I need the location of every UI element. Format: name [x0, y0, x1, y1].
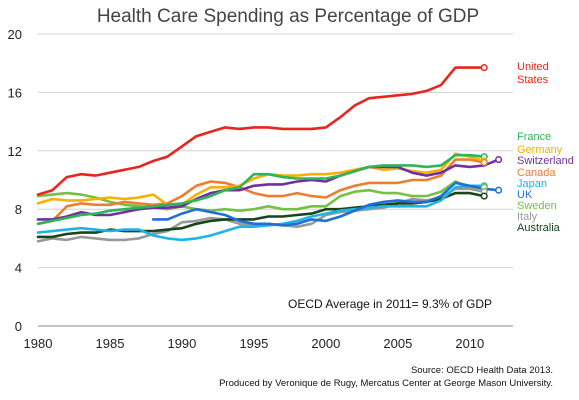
x-tick-1985: 1985 — [96, 336, 125, 351]
y-tick-12: 12 — [8, 144, 22, 159]
legend-label-japan: Japan — [517, 178, 547, 190]
legend-label-france: France — [517, 131, 551, 143]
end-marker-australia — [480, 192, 488, 200]
series-line-france — [36, 153, 486, 226]
legend-label-australia: Australia — [517, 222, 561, 234]
chart-title: Health Care Spending as Percentage of GD… — [97, 6, 479, 27]
x-tick-2005: 2005 — [383, 336, 412, 351]
series-line-japan — [36, 184, 486, 242]
y-tick-0: 0 — [15, 319, 22, 334]
x-tick-2010: 2010 — [455, 336, 484, 351]
x-tick-2000: 2000 — [311, 336, 340, 351]
end-marker-switzerland — [495, 156, 503, 164]
x-tick-1980: 1980 — [24, 336, 53, 351]
y-tick-16: 16 — [8, 85, 22, 100]
series-line-canada — [36, 158, 486, 226]
series-line-sweden — [36, 180, 486, 212]
end-marker-canada — [480, 158, 488, 167]
x-tick-1990: 1990 — [167, 336, 196, 351]
oecd-average-annotation: OECD Average in 2011= 9.3% of GDP — [288, 297, 492, 311]
x-axis-ticks: 1980 1985 1990 1995 2000 2005 2010 — [24, 336, 485, 351]
series-line-switzerland — [36, 158, 500, 221]
legend-label-sweden: Sweden — [517, 200, 557, 212]
series-line-uk — [151, 181, 500, 227]
legend-label-uk: UK — [517, 189, 533, 201]
y-axis-ticks: 0 4 8 12 16 20 — [8, 27, 22, 334]
legend-label-germany: Germany — [517, 144, 563, 156]
series-line-united-states — [36, 66, 486, 196]
series-end-markers — [480, 64, 503, 200]
legend-label-italy: Italy — [517, 211, 538, 223]
end-marker-united-states — [480, 64, 488, 72]
legend-label-united-states-1: United — [517, 61, 549, 73]
y-tick-4: 4 — [15, 261, 22, 276]
legend-label-united-states-2: States — [517, 74, 549, 86]
legend-label-switzerland: Switzerland — [517, 155, 574, 167]
series-lines — [36, 66, 500, 243]
source-line-2: Produced by Veronique de Rugy, Mercatus … — [219, 378, 553, 389]
x-tick-1995: 1995 — [239, 336, 268, 351]
y-tick-8: 8 — [15, 202, 22, 217]
source-line-1: Source: OECD Health Data 2013. — [411, 365, 553, 376]
end-marker-uk — [495, 186, 503, 194]
y-tick-20: 20 — [8, 27, 22, 42]
legend-label-canada: Canada — [517, 167, 556, 179]
gridlines — [38, 33, 513, 269]
